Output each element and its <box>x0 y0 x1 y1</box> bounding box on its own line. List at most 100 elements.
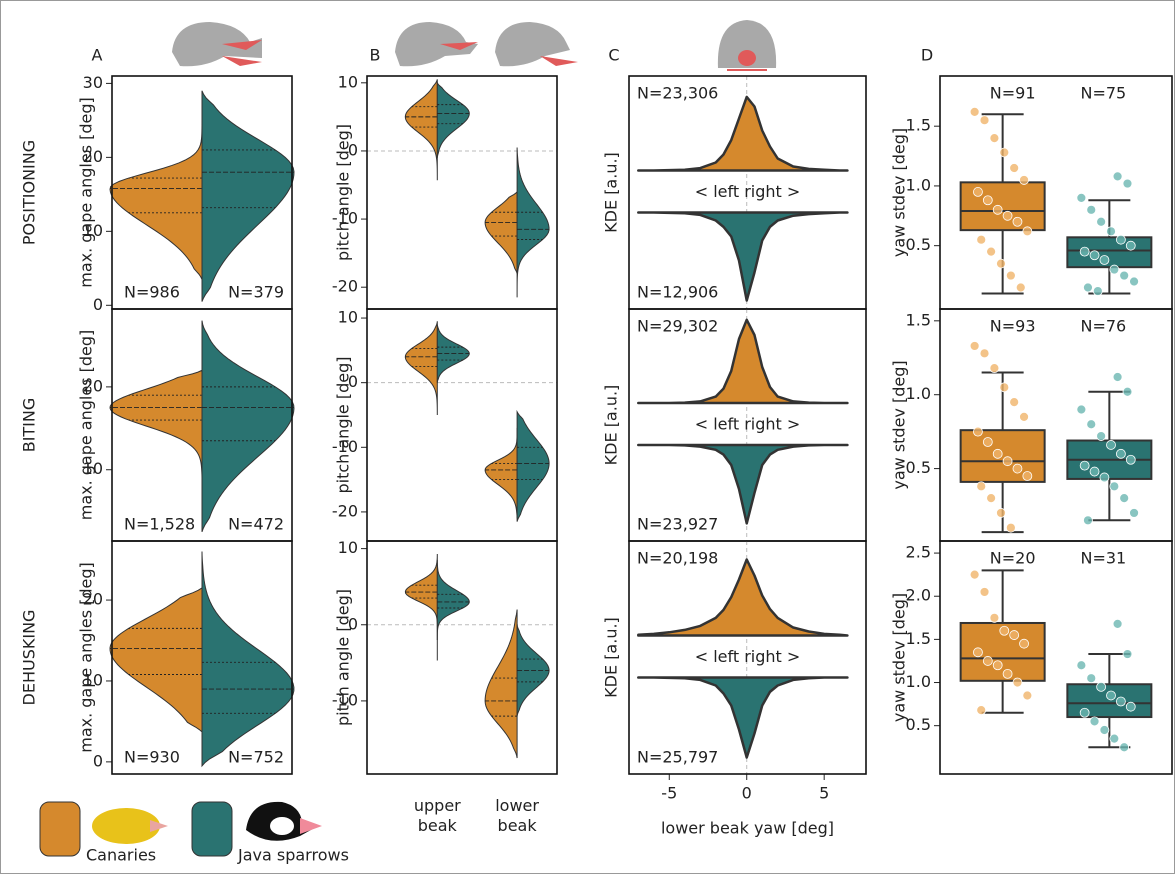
n-label: N=91 <box>990 84 1036 103</box>
y-tick-label: 1.0 <box>906 672 931 691</box>
n-label: N=23,927 <box>637 515 718 534</box>
y-axis-label: KDE [a.u.] <box>602 617 621 698</box>
data-point <box>1112 372 1123 382</box>
kde-area <box>637 318 849 405</box>
n-label: N=76 <box>1080 317 1126 336</box>
panel-letter: D <box>921 46 933 65</box>
row-label: BITING <box>20 398 39 453</box>
data-point <box>1086 419 1097 430</box>
y-tick-label: 0 <box>93 751 103 770</box>
violin <box>109 369 203 479</box>
icon-pitch <box>395 22 578 67</box>
data-point <box>1005 270 1016 281</box>
data-point <box>1112 618 1123 629</box>
data-point <box>1119 742 1130 753</box>
kde-area <box>637 95 849 172</box>
x-tick-label: upper beak <box>413 796 461 835</box>
data-point <box>969 106 980 117</box>
box <box>959 429 1046 483</box>
data-point <box>1096 216 1107 227</box>
data-point <box>1009 397 1020 407</box>
data-point <box>1115 234 1126 245</box>
y-tick-label: 0.5 <box>906 458 931 477</box>
data-point <box>1106 440 1116 450</box>
data-point <box>999 625 1010 636</box>
data-point <box>1005 522 1016 533</box>
y-axis-label: pitch angle [deg] <box>334 356 353 493</box>
x-tick-label: lower beak <box>495 796 539 835</box>
box <box>959 181 1046 232</box>
y-tick-label: 0 <box>348 614 358 633</box>
data-point <box>1119 270 1130 281</box>
data-point <box>1076 404 1087 415</box>
violin <box>404 553 438 661</box>
data-point <box>1089 716 1100 727</box>
legend-label: Java sparrows <box>237 846 349 865</box>
data-point <box>1002 456 1013 467</box>
data-point <box>976 705 987 716</box>
n-label: N=1,528 <box>124 515 195 534</box>
y-tick-label: 1.5 <box>906 116 931 135</box>
y-tick-label: -20 <box>332 277 358 296</box>
data-point <box>1086 204 1097 215</box>
data-point <box>982 195 993 206</box>
data-point <box>1122 386 1133 397</box>
data-point <box>1012 216 1023 227</box>
data-point <box>1012 463 1023 474</box>
data-point <box>1099 725 1110 735</box>
legend-swatch <box>191 801 233 857</box>
data-point <box>1012 677 1023 688</box>
y-axis-label: yaw stdev [deg] <box>890 360 909 489</box>
data-point <box>1002 210 1013 221</box>
data-point <box>1022 471 1033 481</box>
data-point <box>1109 733 1120 744</box>
kde-area <box>637 558 849 637</box>
violin <box>436 560 470 640</box>
y-tick-label: 30 <box>83 73 103 92</box>
icon-yaw <box>717 20 777 71</box>
legend-swatch <box>39 801 81 857</box>
data-point <box>1115 448 1126 459</box>
y-tick-label: 0.5 <box>906 715 931 734</box>
data-point <box>989 133 1000 144</box>
data-point <box>999 382 1010 393</box>
annotation: < left right > <box>695 647 801 666</box>
n-label: N=25,797 <box>637 748 718 767</box>
data-point <box>979 348 990 359</box>
n-label: N=75 <box>1080 84 1126 103</box>
violin <box>109 587 203 734</box>
data-point <box>992 204 1003 215</box>
n-label: N=20 <box>990 549 1036 568</box>
data-point <box>1009 163 1020 173</box>
y-axis-label: KDE [a.u.] <box>602 152 621 233</box>
legend-icons <box>92 801 322 844</box>
data-point <box>1092 286 1103 296</box>
y-tick-label: 2.5 <box>906 543 931 562</box>
data-point <box>973 647 983 658</box>
data-point <box>1122 649 1133 659</box>
data-point <box>979 587 990 597</box>
data-point <box>999 147 1010 158</box>
n-label: N=930 <box>124 748 180 767</box>
y-tick-label: 0 <box>348 140 358 159</box>
data-point <box>1096 681 1107 692</box>
data-point <box>986 493 997 504</box>
data-point <box>1112 171 1123 182</box>
y-tick-label: 0.5 <box>906 235 931 254</box>
panel-frame <box>111 540 293 775</box>
data-point <box>976 234 987 245</box>
y-tick-label: 10 <box>338 72 358 91</box>
data-point <box>973 187 983 197</box>
n-label: N=379 <box>228 283 284 302</box>
y-tick-label: 1.5 <box>906 310 931 329</box>
data-point <box>1079 246 1090 257</box>
panel-frame <box>628 540 867 775</box>
row-label: POSITIONING <box>20 140 39 245</box>
y-axis-label: max. gape angles [deg] <box>77 97 96 288</box>
violin <box>484 427 518 519</box>
data-point <box>1125 454 1136 465</box>
data-point <box>1109 481 1120 492</box>
data-point <box>976 481 987 492</box>
data-point <box>992 660 1003 671</box>
